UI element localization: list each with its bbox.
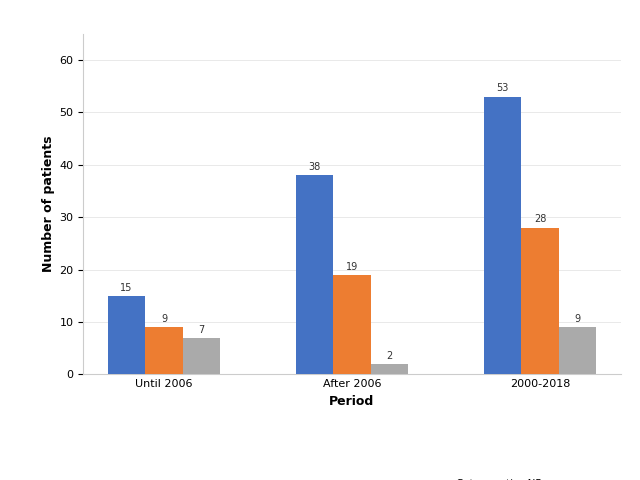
Bar: [145, 327, 183, 374]
Text: 19: 19: [346, 262, 358, 272]
X-axis label: Period: Period: [330, 395, 374, 408]
Bar: [371, 364, 408, 374]
Text: 53: 53: [496, 84, 509, 94]
Bar: [484, 96, 521, 374]
Text: 2: 2: [387, 351, 393, 361]
Text: 9: 9: [161, 314, 167, 324]
Text: 15: 15: [120, 283, 132, 293]
Text: 38: 38: [308, 162, 321, 172]
Text: 7: 7: [198, 324, 205, 335]
Text: 9: 9: [575, 314, 580, 324]
Bar: [183, 338, 220, 374]
Bar: [296, 175, 333, 374]
Y-axis label: Number of patients: Number of patients: [42, 136, 55, 272]
Bar: [108, 296, 145, 374]
Bar: [521, 228, 559, 374]
Legend: Presence of t(15; 17), Absence of t(15; 17), Cytogenetics NP: Presence of t(15; 17), Absence of t(15; …: [158, 475, 546, 480]
Bar: [333, 275, 371, 374]
Text: 28: 28: [534, 215, 546, 225]
Bar: [559, 327, 596, 374]
